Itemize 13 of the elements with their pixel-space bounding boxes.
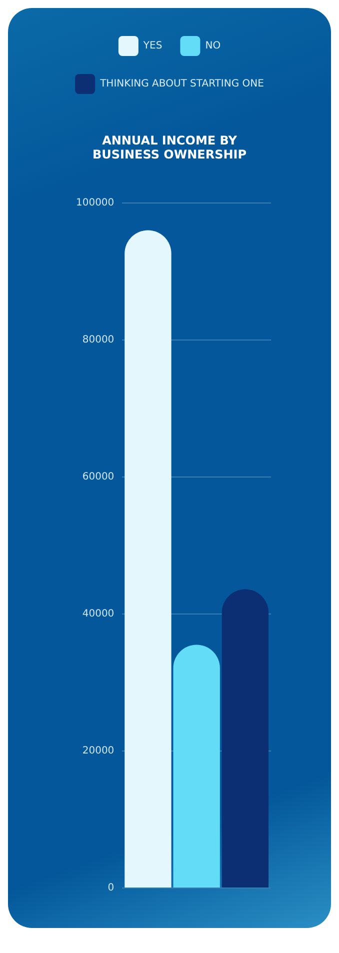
bar bbox=[124, 230, 172, 888]
y-tick-label: 40000 bbox=[82, 608, 114, 620]
y-tick-label: 100000 bbox=[76, 197, 114, 208]
bar bbox=[173, 644, 220, 888]
legend-label: THINKING ABOUT STARTING ONE bbox=[99, 78, 264, 90]
chart-title: ANNUAL INCOME BY BUSINESS OWNERSHIP bbox=[92, 133, 247, 162]
legend-label: NO bbox=[205, 40, 221, 52]
legend-label: YES bbox=[142, 40, 162, 52]
y-tick-label: 80000 bbox=[82, 334, 114, 346]
bar bbox=[222, 589, 269, 888]
y-tick-label: 60000 bbox=[82, 471, 114, 482]
y-tick-label: 0 bbox=[108, 882, 114, 894]
y-tick-label: 20000 bbox=[82, 746, 114, 757]
